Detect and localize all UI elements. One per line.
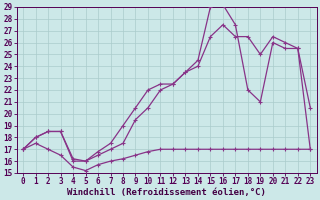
X-axis label: Windchill (Refroidissement éolien,°C): Windchill (Refroidissement éolien,°C) bbox=[67, 188, 266, 197]
